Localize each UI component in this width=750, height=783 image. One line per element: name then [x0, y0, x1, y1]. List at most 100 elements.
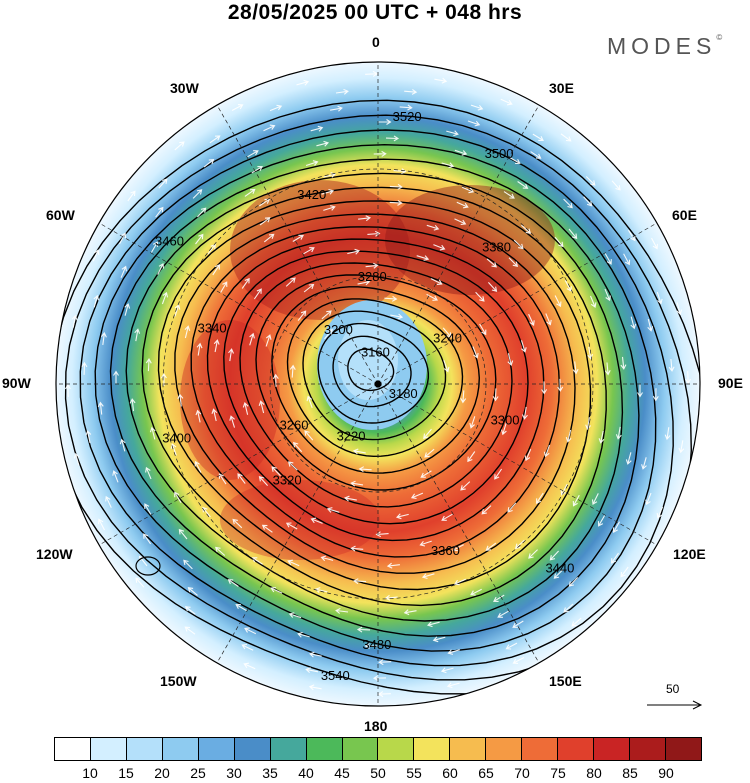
wind-arrow [678, 440, 685, 454]
wind-arrow [460, 390, 467, 404]
wind-arrow [367, 230, 381, 237]
wind-arrow [530, 151, 542, 159]
map-boundary [55, 61, 701, 707]
wind-arrow [460, 481, 471, 491]
wind-arrow [308, 684, 322, 691]
height-contour [255, 274, 497, 491]
wind-arrow [212, 264, 220, 276]
wind-arrow [549, 550, 560, 561]
contour-label: 3480 [362, 637, 391, 652]
wind-arrow [258, 476, 269, 486]
wind-arrow [271, 466, 281, 477]
wind-arrow [187, 587, 198, 596]
colorbar-swatch [306, 738, 343, 760]
wind-arrow [174, 141, 185, 151]
jet-core-w [180, 320, 280, 480]
wind-arrow [174, 491, 182, 503]
wind-arrow [113, 370, 119, 384]
wind-arrow [134, 328, 141, 342]
wind-arrow [292, 234, 304, 242]
jet-core-nw [230, 180, 410, 320]
wind-arrow [604, 362, 611, 376]
wind-arrow [497, 610, 509, 618]
contour-label: 3360 [431, 543, 460, 558]
wind-arrow [453, 578, 467, 586]
wind-arrow [143, 533, 152, 545]
wind-arrow [209, 135, 221, 144]
wind-arrow [404, 88, 418, 95]
colorbar-tick-label: 35 [262, 765, 278, 781]
colorbar-tick-label: 10 [82, 765, 98, 781]
wind-arrow [303, 283, 315, 293]
lon-label-120e: 120E [673, 546, 706, 562]
wind-arrow [184, 606, 196, 615]
wind-arrow [305, 160, 319, 167]
height-contours [56, 99, 700, 695]
wind-arrow [656, 506, 664, 519]
wind-arrow [470, 104, 484, 111]
wind-arrow [443, 360, 450, 373]
wind-arrow [119, 232, 127, 245]
colorbar-tick-label: 15 [118, 765, 134, 781]
wind-arrow [326, 507, 340, 513]
wind-arrow [492, 388, 499, 402]
lon-label-150w: 150W [160, 673, 197, 689]
wind-arrow [587, 346, 594, 360]
wind-arrow [479, 323, 487, 336]
wind-arrow [358, 215, 372, 222]
contour-label: 3160 [361, 344, 390, 359]
wind-arrow [335, 608, 349, 614]
wind-arrow [244, 627, 257, 635]
height-contour [141, 186, 607, 607]
wind-arrow [469, 416, 476, 429]
contour-label: 3220 [337, 429, 366, 444]
contour-label: 3200 [324, 322, 353, 337]
wind-arrow [323, 172, 337, 178]
wind-arrow [664, 427, 671, 441]
colorbar-swatch [162, 738, 199, 760]
height-contour [157, 200, 592, 591]
wind-arrow [145, 466, 152, 480]
wind-arrow [218, 473, 227, 485]
meridian-line [212, 98, 379, 385]
wind-arrow [416, 255, 430, 261]
wind-arrow [105, 495, 112, 508]
wind-arrow [389, 199, 403, 206]
wind-arrow [194, 460, 202, 473]
wind-arrow [316, 140, 330, 147]
wind-arrow [196, 207, 207, 218]
contour-label: 3440 [545, 561, 574, 576]
wind-arrow [192, 189, 203, 199]
colorbar-swatch [55, 738, 91, 760]
colorbar-swatch [414, 738, 451, 760]
latitude-circle [269, 275, 487, 493]
wind-vectors [64, 70, 692, 698]
colorbar-tick-label: 90 [658, 765, 674, 781]
colorbar-tick-label: 50 [370, 765, 386, 781]
wind-arrow [353, 578, 367, 585]
wind-arrow [470, 588, 482, 596]
wind-arrow [365, 262, 379, 269]
wind-arrow [410, 492, 424, 500]
wind-arrow [324, 328, 333, 340]
wind-arrow [207, 243, 216, 255]
wind-arrow [384, 295, 398, 302]
height-contour [286, 298, 464, 458]
lon-label-0: 0 [372, 34, 380, 50]
wind-arrow [64, 383, 71, 397]
wind-arrow [637, 384, 643, 398]
wind-arrow [557, 378, 564, 392]
wind-arrow [287, 461, 298, 471]
wind-arrow [297, 631, 310, 638]
wind-arrow [560, 483, 568, 496]
contour-label: 3400 [162, 430, 191, 445]
colorbar [54, 737, 702, 761]
wind-arrow [347, 248, 360, 255]
wind-arrow [244, 188, 256, 197]
wind-arrow [177, 393, 184, 407]
wind-arrow [426, 621, 440, 628]
wind-arrow [545, 313, 552, 326]
lon-label-60e: 60E [672, 207, 697, 223]
colorbar-swatch [558, 738, 595, 760]
small-closed-contour [135, 556, 161, 576]
